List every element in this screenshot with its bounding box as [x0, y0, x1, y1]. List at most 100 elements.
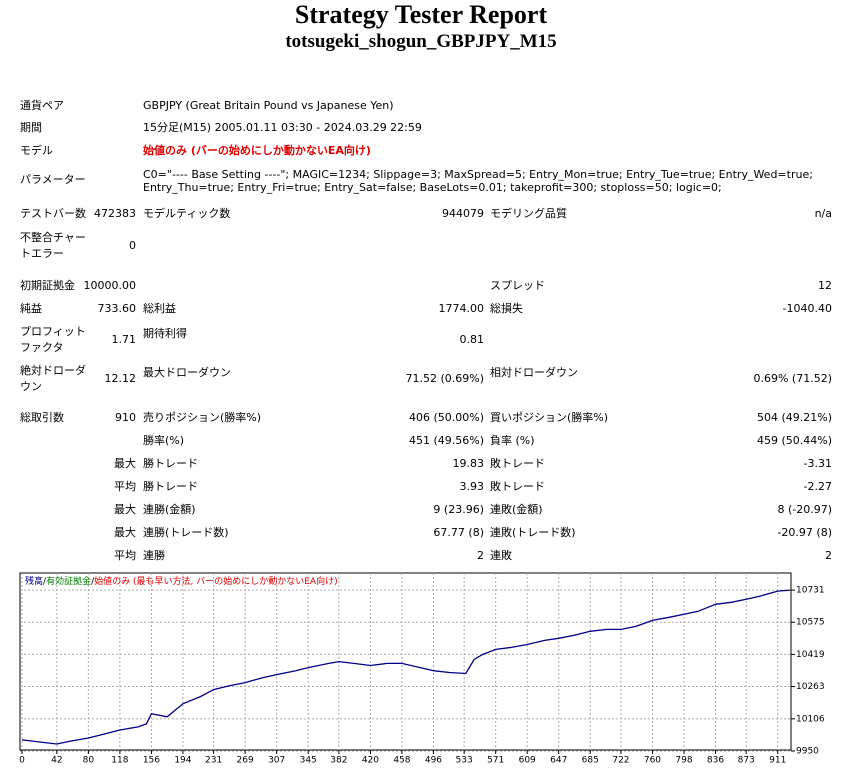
stat-label: 連敗(トレード数)	[490, 526, 576, 539]
info-value: C0="---- Base Setting ----"; MAGIC=1234;…	[143, 168, 813, 194]
x-tick-label: 269	[237, 756, 254, 766]
y-tick-label: 10263	[796, 682, 825, 692]
stat-value: 451 (49.56%)	[408, 434, 484, 447]
x-tick-label: 0	[19, 756, 25, 766]
stat-label: 期待利得	[143, 327, 187, 340]
stat-label: 総取引数	[20, 411, 64, 424]
x-tick-label: 496	[425, 756, 442, 766]
stat-value: 12	[818, 279, 832, 292]
stat-label: 不整合チャートエラー	[20, 231, 86, 260]
info-value: 15分足(M15) 2005.01.11 03:30 - 2024.03.29 …	[143, 121, 422, 134]
stat-value: -3.31	[803, 457, 832, 470]
stat-value: 504 (49.21%)	[756, 411, 832, 424]
plot-area	[19, 572, 792, 751]
stat-label: スプレッド	[490, 279, 545, 292]
stat-value: 平均	[114, 549, 136, 562]
x-tick-label: 307	[268, 756, 285, 766]
stat-label: 総損失	[490, 302, 523, 315]
stat-value: n/a	[814, 207, 832, 220]
stat-label: プロフィットファクタ	[20, 325, 86, 354]
stat-value: 67.77 (8)	[433, 526, 484, 539]
stat-label: 連勝(トレード数)	[143, 526, 229, 539]
y-tick-label: 10419	[796, 650, 825, 660]
stat-label: 純益	[20, 302, 42, 315]
stat-label: 連敗	[490, 549, 512, 562]
legend-separator: /	[43, 577, 47, 587]
stat-value: -2.27	[803, 480, 832, 493]
legend-note: 始値のみ (最も早い方法, バーの始めにしか動かないEA向け)	[94, 575, 337, 587]
y-tick-label: 9950	[796, 747, 819, 757]
stat-value: 406 (50.00%)	[408, 411, 484, 424]
y-tick-label: 10731	[796, 586, 825, 596]
stat-value: 0.81	[459, 333, 485, 346]
stat-value: 10000.00	[83, 279, 137, 292]
stat-value: 3.93	[459, 480, 485, 493]
x-tick-label: 118	[111, 756, 128, 766]
x-tick-label: 194	[174, 756, 191, 766]
stat-label: モデルティック数	[143, 207, 231, 220]
stat-label: 勝トレード	[143, 457, 198, 470]
stat-label: 最大ドローダウン	[143, 366, 231, 379]
stat-value: -20.97 (8)	[777, 526, 832, 539]
stat-label: 勝率(%)	[143, 434, 185, 447]
stat-value: 0.69% (71.52)	[753, 372, 832, 385]
stat-value: 8 (-20.97)	[777, 503, 832, 516]
x-tick-label: 647	[550, 756, 567, 766]
x-tick-label: 345	[300, 756, 317, 766]
stat-label: 総利益	[143, 302, 176, 315]
x-tick-label: 836	[707, 756, 724, 766]
y-tick-label: 10575	[796, 618, 825, 628]
stat-value: 944079	[442, 207, 484, 220]
stat-value: 733.60	[97, 302, 137, 315]
stat-label: 負率 (%)	[490, 434, 535, 447]
stat-label: 買いポジション(勝率%)	[490, 411, 609, 424]
stat-value: 0	[129, 239, 136, 252]
x-tick-label: 760	[644, 756, 661, 766]
stat-value: 平均	[114, 480, 136, 493]
x-tick-label: 798	[675, 756, 692, 766]
stat-value: 1.71	[111, 333, 137, 346]
legend-separator: /	[91, 577, 95, 587]
stat-value: 71.52 (0.69%)	[405, 372, 484, 385]
stat-value: -1040.40	[782, 302, 832, 315]
stat-value: 12.12	[104, 372, 137, 385]
stat-value: 最大	[114, 526, 136, 539]
x-tick-label: 571	[487, 756, 504, 766]
x-tick-label: 911	[769, 756, 786, 766]
legend-note: 有効証拠金	[46, 575, 91, 587]
info-label: モデル	[20, 144, 53, 157]
x-tick-label: 609	[519, 756, 536, 766]
y-tick-label: 10106	[796, 714, 825, 724]
info-label: パラメーター	[20, 173, 86, 186]
stat-label: モデリング品質	[490, 207, 567, 220]
stat-value: 2	[825, 549, 832, 562]
legend: 残高/有効証拠金/始値のみ (最も早い方法, バーの始めにしか動かないEA向け)	[25, 575, 338, 587]
stat-label: 初期証拠金	[20, 279, 75, 292]
x-tick-label: 722	[612, 756, 629, 766]
stat-label: 絶対ドローダウン	[20, 364, 86, 393]
stat-label: 連敗(金額)	[490, 503, 543, 516]
report-subtitle: totsugeki_shogun_GBPJPY_M15	[285, 31, 557, 52]
info-label: 期間	[20, 121, 42, 134]
stat-value: 910	[115, 411, 136, 424]
x-tick-label: 685	[582, 756, 599, 766]
x-tick-label: 80	[83, 756, 95, 766]
stat-label: 連勝	[143, 549, 165, 562]
stat-label: 連勝(金額)	[143, 503, 196, 516]
stat-value: 2	[477, 549, 484, 562]
stat-value: 472383	[94, 207, 136, 220]
info-label: 通貨ペア	[20, 99, 64, 112]
x-tick-label: 156	[143, 756, 160, 766]
stat-label: 敗トレード	[490, 457, 545, 470]
stat-value: 最大	[114, 503, 136, 516]
x-tick-label: 382	[330, 756, 347, 766]
x-tick-label: 458	[393, 756, 410, 766]
x-tick-label: 42	[51, 756, 62, 766]
x-tick-label: 231	[205, 756, 222, 766]
report-title: Strategy Tester Report	[294, 0, 548, 29]
x-tick-label: 873	[738, 756, 755, 766]
x-tick-label: 533	[456, 756, 473, 766]
info-value: GBPJPY (Great Britain Pound vs Japanese …	[143, 99, 394, 112]
